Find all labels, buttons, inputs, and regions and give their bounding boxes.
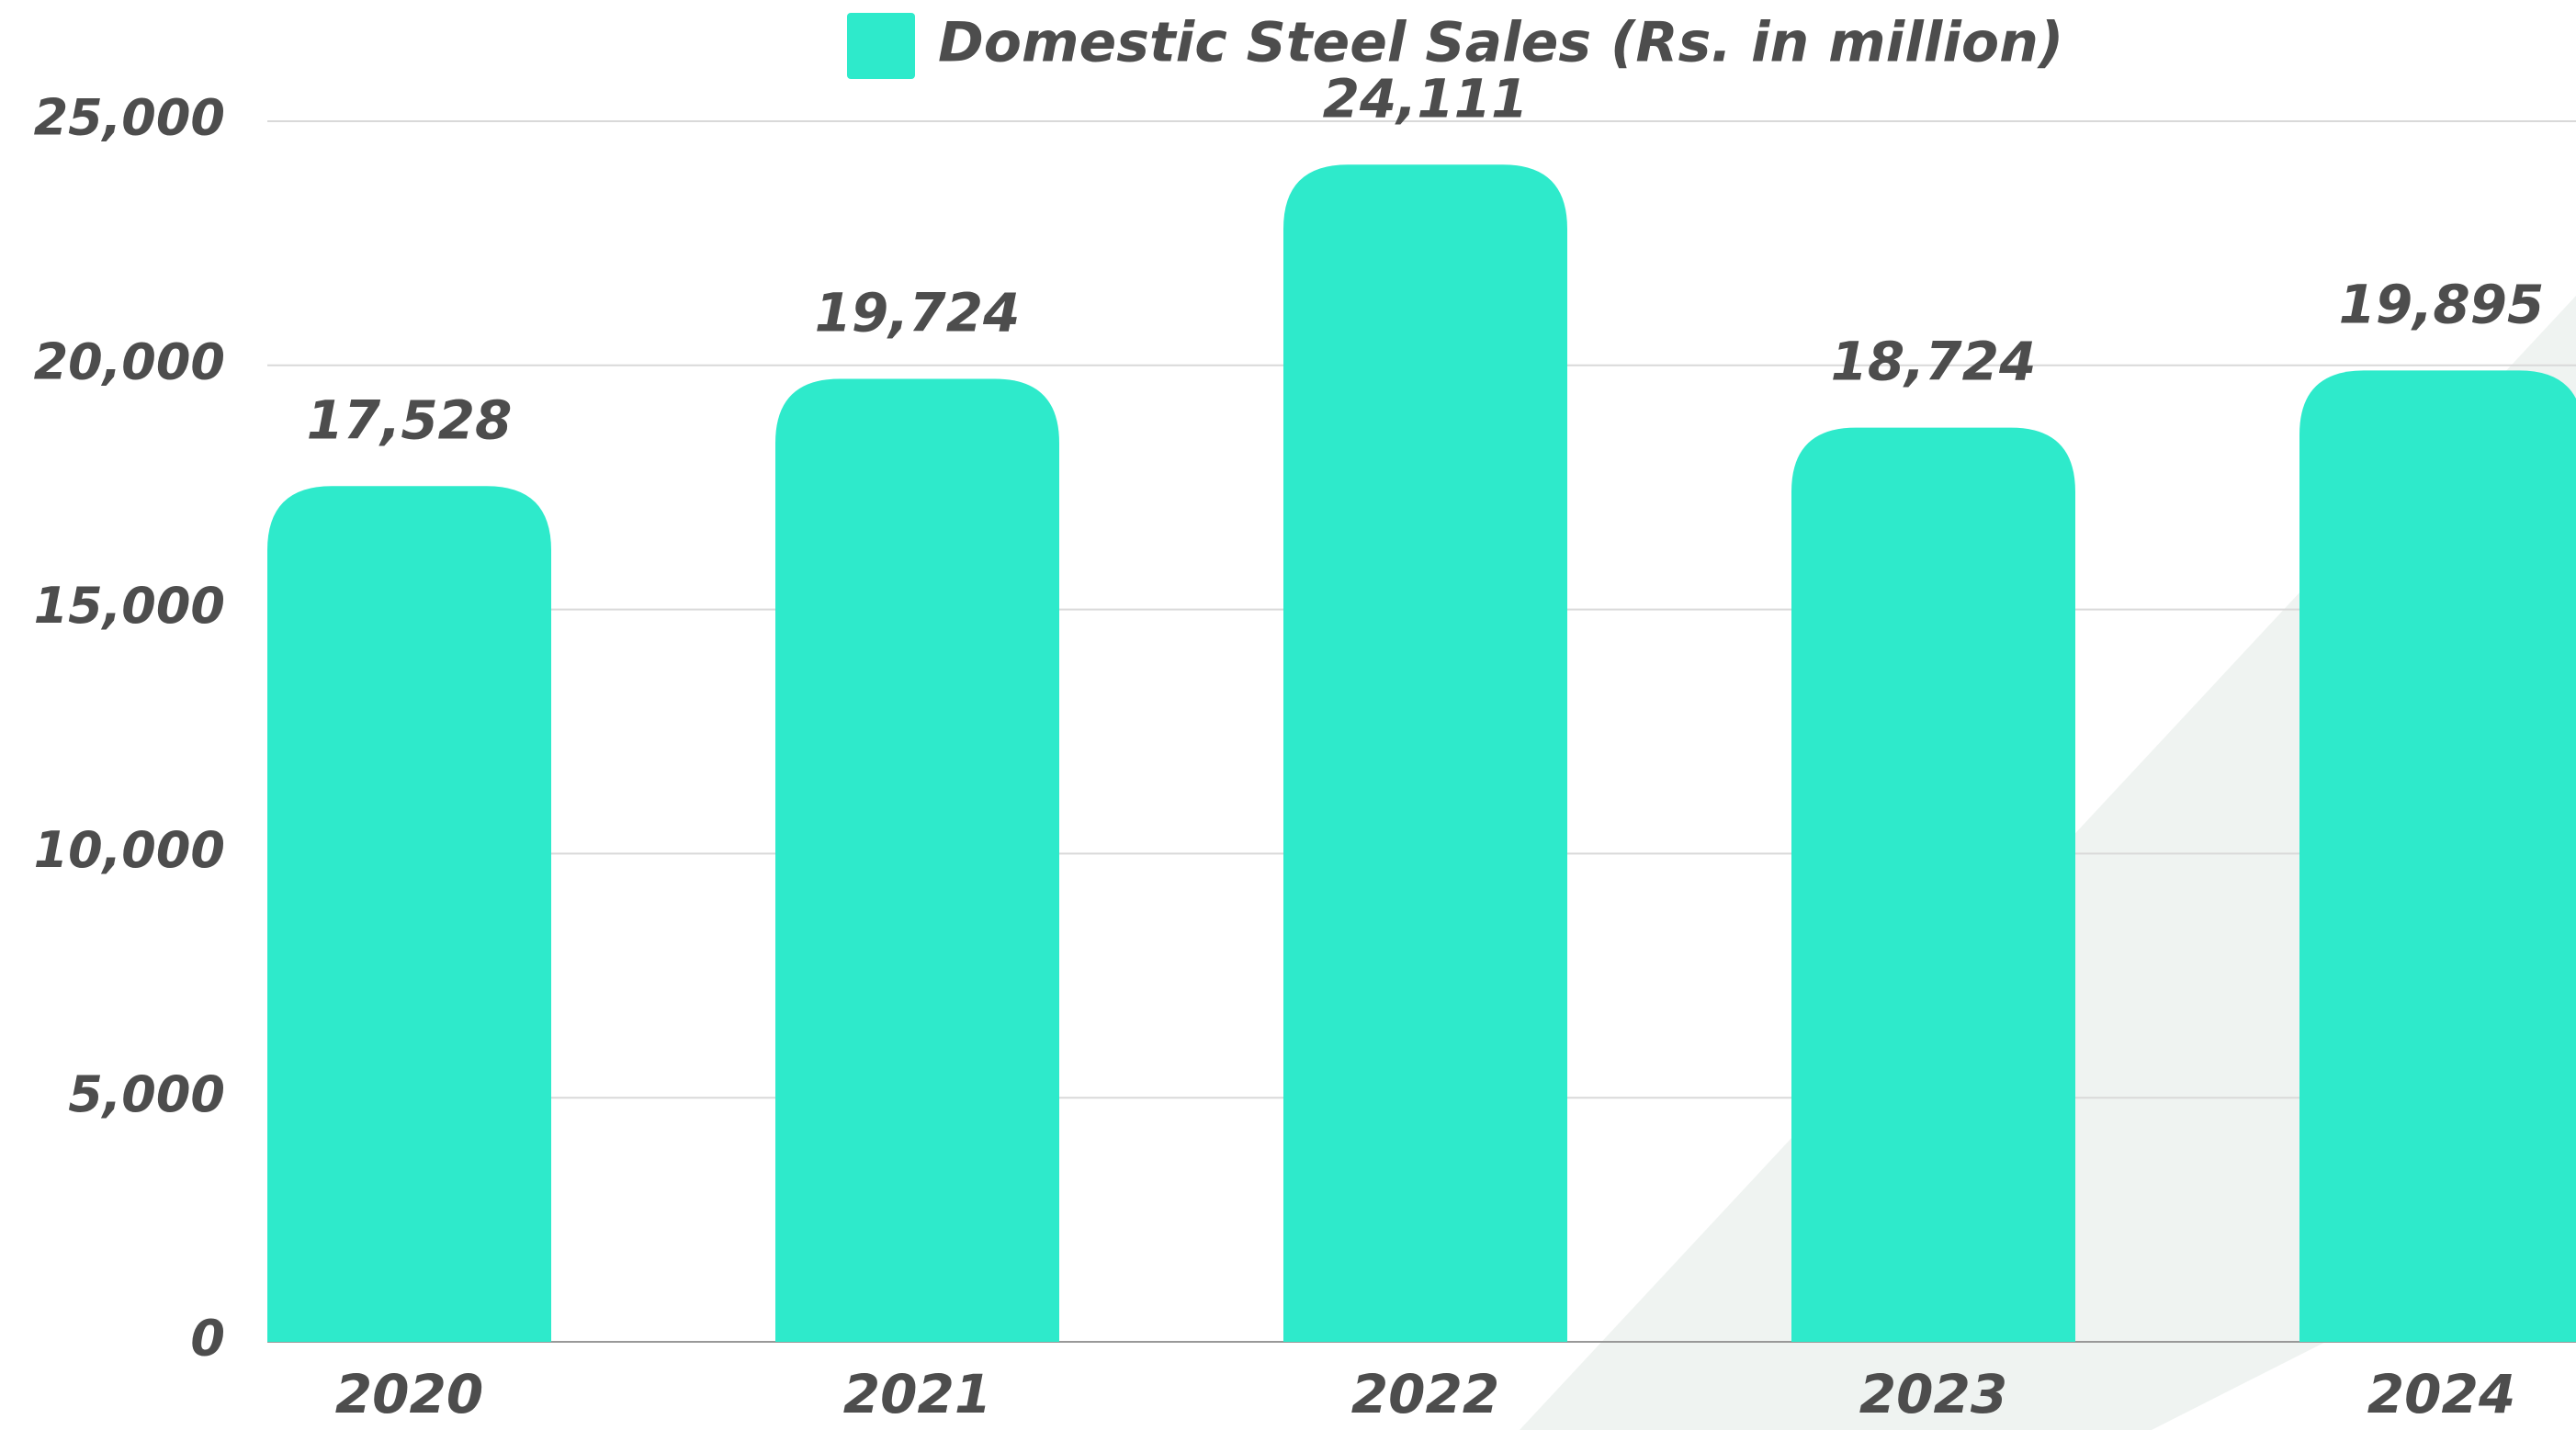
x-tick-label: 2023 <box>1859 1363 2007 1425</box>
x-tick-label: 2024 <box>2367 1363 2515 1425</box>
data-label: 19,895 <box>2339 273 2545 335</box>
bar <box>1283 164 1567 1342</box>
y-tick-label: 5,000 <box>68 1065 225 1123</box>
x-tick-label: 2021 <box>843 1363 991 1425</box>
bar <box>267 486 551 1342</box>
y-tick-label: 20,000 <box>34 332 225 390</box>
data-label: 19,724 <box>815 282 1021 344</box>
legend-label: Domestic Steel Sales (Rs. in million) <box>938 11 2063 75</box>
data-label: 24,111 <box>1323 67 1529 129</box>
bar <box>2299 370 2576 1342</box>
bar <box>1791 427 2075 1342</box>
bar <box>775 378 1059 1342</box>
data-label: 18,724 <box>1831 331 2037 393</box>
x-tick-label: 2020 <box>335 1363 483 1425</box>
y-tick-label: 25,000 <box>34 89 225 147</box>
y-tick-label: 0 <box>190 1310 225 1368</box>
x-tick-label: 2022 <box>1351 1363 1499 1425</box>
data-label: 17,528 <box>307 388 513 451</box>
y-tick-label: 10,000 <box>34 821 225 879</box>
y-tick-label: 15,000 <box>34 577 225 635</box>
legend-swatch <box>847 13 915 79</box>
